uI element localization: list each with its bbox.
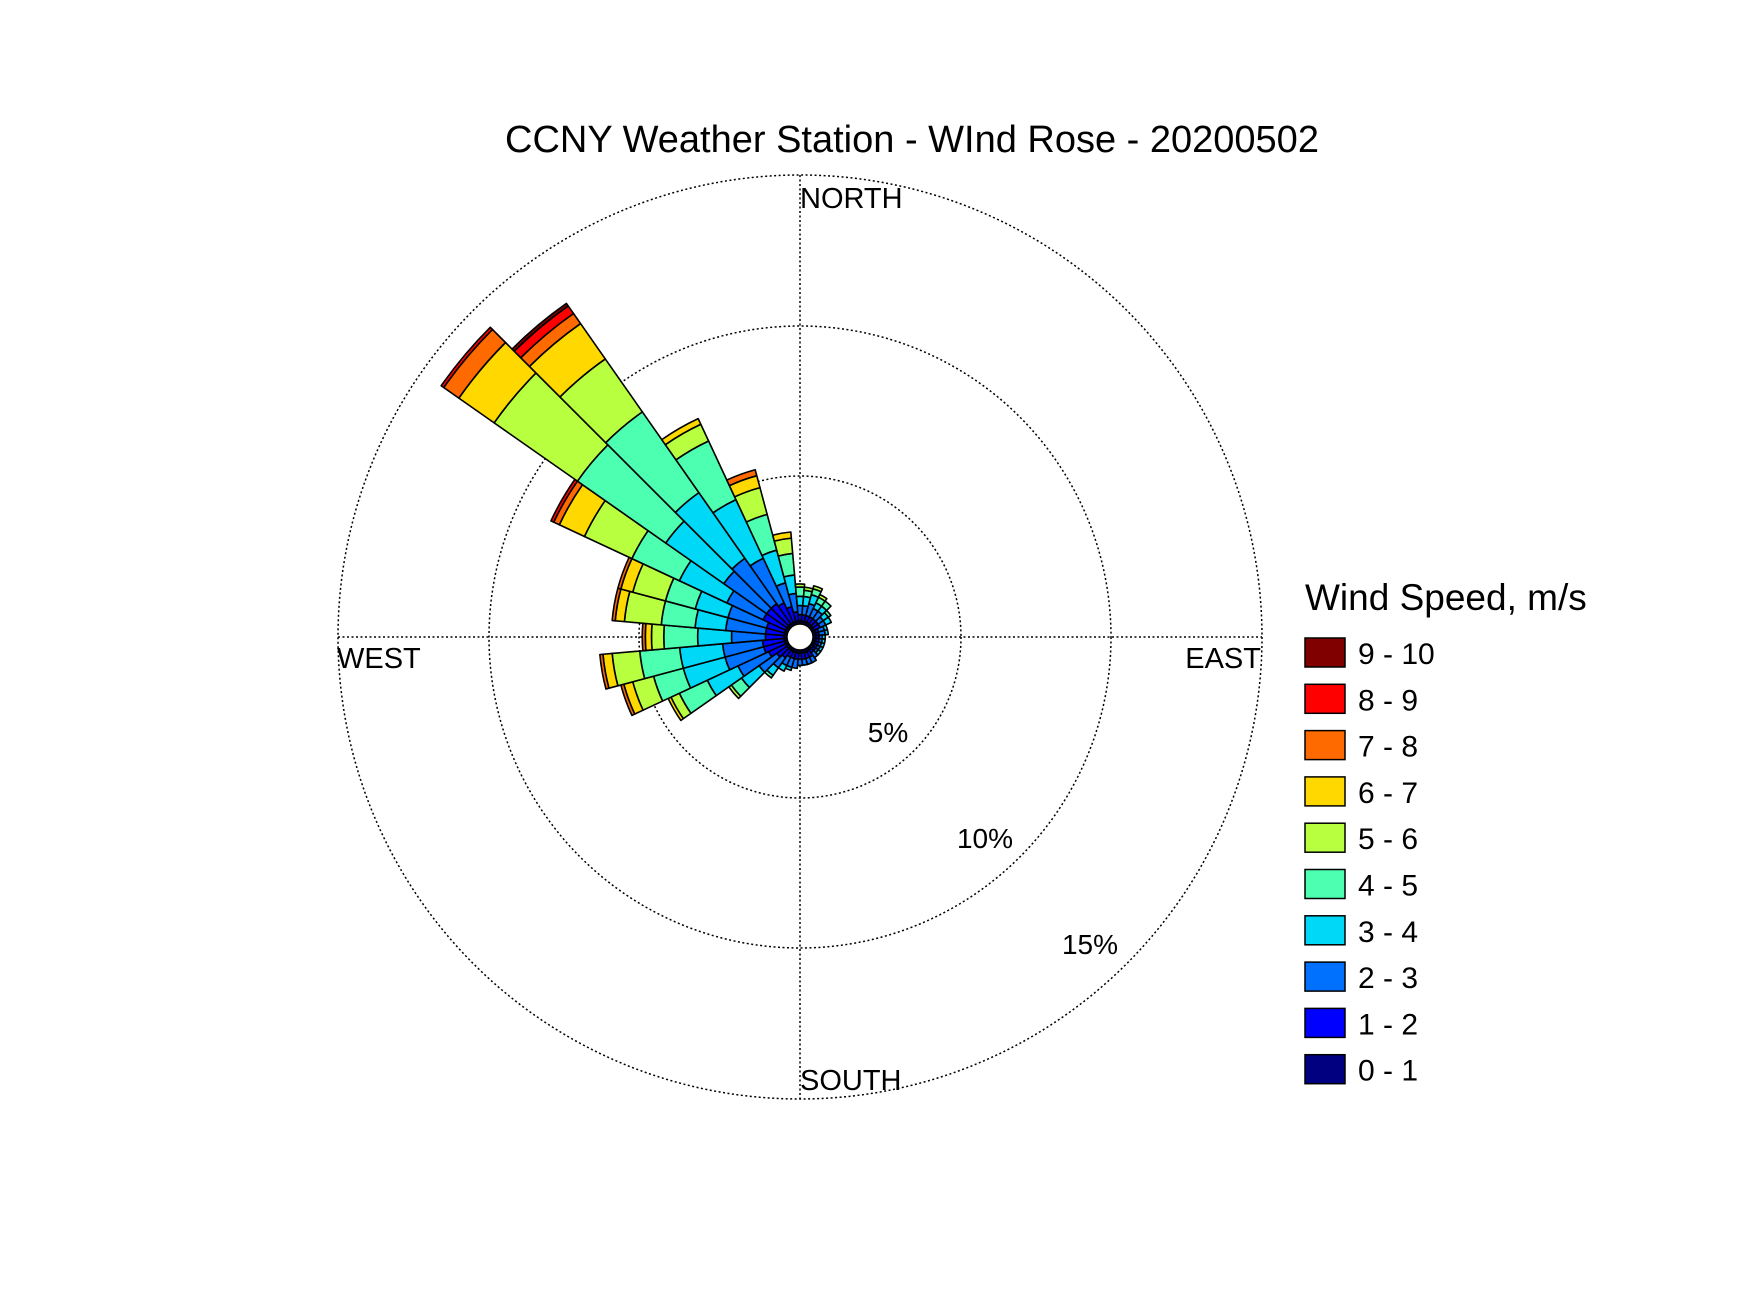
wedge-dir-320-speed-9	[511, 302, 569, 353]
legend-label-1: 8 - 9	[1358, 684, 1418, 717]
polar-grid	[337, 174, 1263, 1100]
legend-label-4: 5 - 6	[1358, 823, 1418, 856]
legend-label-5: 4 - 5	[1358, 870, 1418, 903]
legend-label-6: 3 - 4	[1358, 916, 1418, 949]
wedge-dir-30-speed-5	[817, 593, 828, 602]
legend-label-8: 1 - 2	[1358, 1008, 1418, 1041]
radial-label-5: 5%	[868, 717, 908, 748]
radial-label-15: 15%	[1062, 929, 1118, 960]
legend-swatch-5	[1304, 868, 1346, 900]
label-south: SOUTH	[800, 1065, 902, 1097]
legend-swatch-7	[1304, 961, 1346, 992]
legend-label-3: 6 - 7	[1358, 777, 1418, 810]
legend-label-9: 0 - 1	[1358, 1055, 1418, 1088]
wind-rose-wedges	[440, 302, 833, 722]
wedge-dir-310-speed-8	[440, 326, 494, 389]
center-hole	[786, 623, 814, 651]
wedge-dir-60-speed-3	[822, 616, 833, 626]
legend-swatch-8	[1304, 1007, 1346, 1039]
legend-swatch-2	[1304, 729, 1346, 761]
legend: Wind Speed, m/s 9 - 10 8 - 9 7 - 8 6 - 7 5 -…	[1304, 577, 1587, 1088]
legend-title: Wind Speed, m/s	[1305, 577, 1587, 618]
wedge-dir-330-speed-6	[661, 417, 702, 446]
legend-swatch-6	[1304, 915, 1346, 946]
wedge-dir-50-speed-4	[823, 609, 832, 618]
chart-title: CCNY Weather Station - WInd Rose - 20200…	[505, 119, 1319, 161]
label-north: NORTH	[800, 183, 903, 215]
legend-label-0: 9 - 10	[1358, 638, 1435, 671]
label-east: EAST	[1185, 643, 1261, 675]
legend-swatch-9	[1304, 1053, 1346, 1085]
wedge-dir-340-speed-7	[726, 468, 758, 487]
wedge-dir-270-speed-5	[650, 623, 666, 651]
wedge-dir-270-speed-7	[641, 622, 647, 652]
grid-circle-10	[488, 325, 1112, 949]
wedge-dir-260-speed-7	[599, 653, 610, 690]
wedge-dir-20-speed-5	[812, 584, 824, 593]
wedge-dir-270-speed-4	[663, 624, 699, 650]
wedge-dir-170-speed-2	[801, 657, 809, 667]
legend-swatch-3	[1304, 776, 1346, 807]
wedge-dir-80-speed-3	[823, 628, 830, 636]
label-west: WEST	[337, 643, 421, 675]
wedge-dir-0-speed-5	[794, 583, 806, 589]
legend-label-7: 2 - 3	[1358, 962, 1418, 995]
wedge-dir-40-speed-4	[820, 600, 832, 612]
legend-swatch-4	[1304, 822, 1346, 853]
legend-label-2: 7 - 8	[1358, 731, 1418, 764]
legend-swatch-1	[1304, 683, 1346, 715]
wedge-dir-350-speed-6	[771, 531, 793, 542]
legend-swatch-0	[1304, 637, 1346, 668]
radial-label-10: 10%	[957, 823, 1013, 854]
